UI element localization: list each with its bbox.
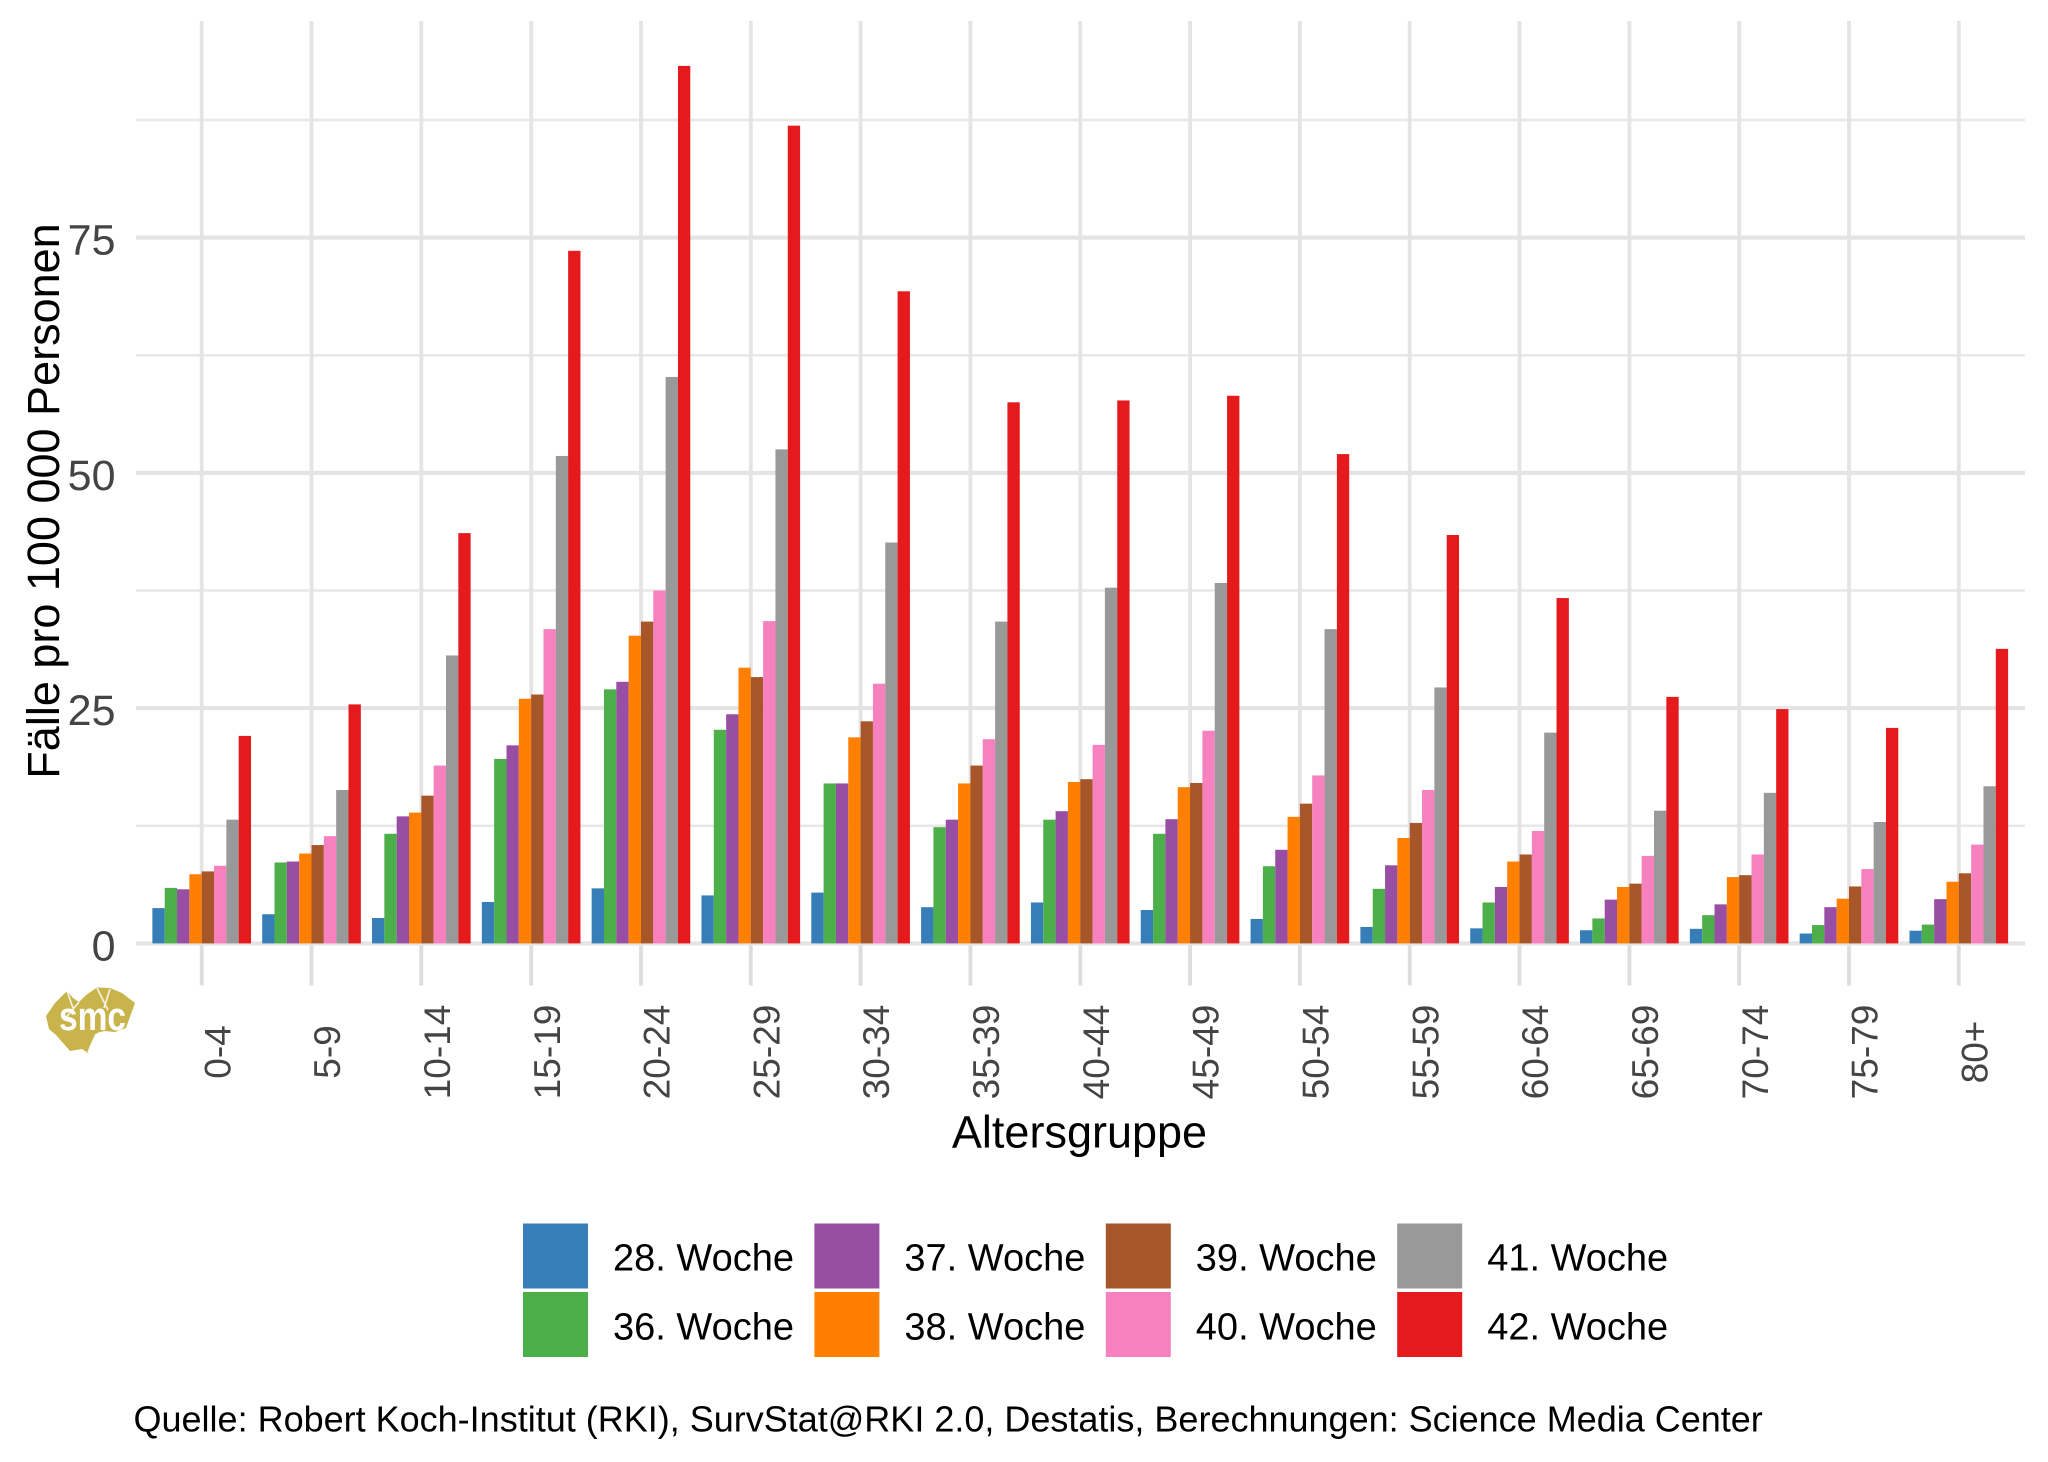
svg-text:50: 50: [68, 452, 116, 500]
svg-text:75-79: 75-79: [1845, 1005, 1886, 1100]
svg-text:60-64: 60-64: [1515, 1005, 1556, 1100]
svg-text:35-39: 35-39: [966, 1005, 1007, 1100]
svg-text:smc: smc: [59, 995, 126, 1039]
svg-text:50-54: 50-54: [1296, 1005, 1337, 1100]
svg-text:75: 75: [68, 217, 116, 265]
svg-text:37. Woche: 37. Woche: [904, 1238, 1085, 1280]
svg-text:Fälle pro 100 000 Personen: Fälle pro 100 000 Personen: [18, 223, 69, 778]
svg-text:36. Woche: 36. Woche: [613, 1307, 794, 1349]
svg-text:28. Woche: 28. Woche: [613, 1238, 794, 1280]
svg-text:41. Woche: 41. Woche: [1487, 1238, 1668, 1280]
svg-text:65-69: 65-69: [1625, 1005, 1666, 1100]
svg-text:80+: 80+: [1954, 1021, 1995, 1084]
svg-text:30-34: 30-34: [856, 1005, 897, 1100]
svg-text:39. Woche: 39. Woche: [1196, 1238, 1377, 1280]
svg-text:0: 0: [92, 922, 116, 970]
svg-text:Quelle: Robert Koch-Institut (: Quelle: Robert Koch-Institut (RKI), Surv…: [134, 1399, 1763, 1440]
svg-text:Altersgruppe: Altersgruppe: [952, 1107, 1207, 1158]
svg-text:20-24: 20-24: [637, 1005, 678, 1100]
svg-text:5-9: 5-9: [307, 1025, 348, 1078]
svg-text:0-4: 0-4: [197, 1025, 238, 1078]
svg-text:25-29: 25-29: [746, 1005, 787, 1100]
svg-text:40. Woche: 40. Woche: [1196, 1307, 1377, 1349]
svg-text:55-59: 55-59: [1405, 1005, 1446, 1100]
svg-text:45-49: 45-49: [1186, 1005, 1227, 1100]
svg-text:25: 25: [68, 687, 116, 735]
svg-text:15-19: 15-19: [527, 1005, 568, 1100]
svg-text:10-14: 10-14: [417, 1005, 458, 1100]
svg-text:70-74: 70-74: [1735, 1005, 1776, 1100]
svg-text:38. Woche: 38. Woche: [904, 1307, 1085, 1349]
svg-text:42. Woche: 42. Woche: [1487, 1307, 1668, 1349]
svg-text:40-44: 40-44: [1076, 1005, 1117, 1100]
